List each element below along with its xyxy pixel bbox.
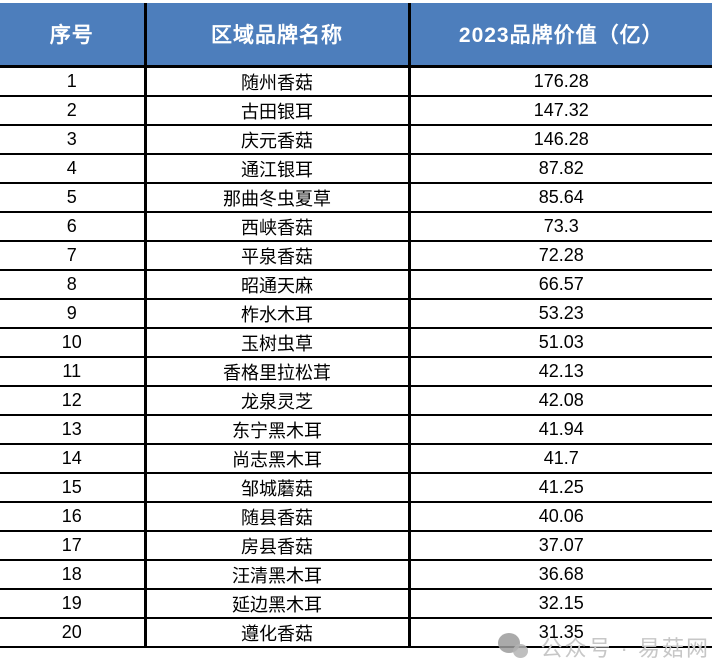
rank-cell: 13 (0, 415, 145, 445)
brand-name-cell: 尚志黑木耳 (143, 444, 409, 474)
table-row: 20 遵化香菇 31.35 (0, 618, 712, 648)
brand-name-cell: 那曲冬虫夏草 (143, 183, 409, 213)
brand-value-cell: 146.28 (407, 125, 712, 155)
brand-value-cell: 40.06 (407, 502, 712, 532)
table-header: 序号 区域品牌名称 2023品牌价值（亿） (0, 3, 712, 68)
rank-cell: 3 (0, 125, 145, 155)
rank-cell: 6 (0, 212, 145, 242)
table-row: 12 龙泉灵芝 42.08 (0, 386, 712, 416)
header-rank: 序号 (0, 3, 145, 68)
table-row: 14 尚志黑木耳 41.7 (0, 444, 712, 474)
brand-name-cell: 遵化香菇 (143, 618, 409, 648)
brand-name-cell: 柞水木耳 (143, 299, 409, 329)
brand-value-cell: 41.25 (407, 473, 712, 503)
brand-value-cell: 53.23 (407, 299, 712, 329)
table-row: 15 邹城蘑菇 41.25 (0, 473, 712, 503)
brand-value-cell: 42.08 (407, 386, 712, 416)
table-row: 10 玉树虫草 51.03 (0, 328, 712, 358)
brand-value-cell: 32.15 (407, 589, 712, 619)
brand-name-cell: 随州香菇 (143, 66, 409, 97)
table-row: 9 柞水木耳 53.23 (0, 299, 712, 329)
brand-value-cell: 72.28 (407, 241, 712, 271)
brand-value-cell: 85.64 (407, 183, 712, 213)
rank-cell: 5 (0, 183, 145, 213)
table-body: 1 随州香菇 176.28 2 古田银耳 147.32 3 庆元香菇 146.28 4 通江银耳 87… (0, 66, 712, 648)
rank-cell: 2 (0, 96, 145, 126)
brand-value-cell: 73.3 (407, 212, 712, 242)
table-row: 16 随县香菇 40.06 (0, 502, 712, 532)
table-row: 17 房县香菇 37.07 (0, 531, 712, 561)
header-brand-value: 2023品牌价值（亿） (407, 3, 712, 68)
brand-name-cell: 龙泉灵芝 (143, 386, 409, 416)
brand-name-cell: 平泉香菇 (143, 241, 409, 271)
rank-cell: 4 (0, 154, 145, 184)
rank-cell: 11 (0, 357, 145, 387)
brand-value-cell: 37.07 (407, 531, 712, 561)
table-row: 13 东宁黑木耳 41.94 (0, 415, 712, 445)
brand-value-cell: 36.68 (407, 560, 712, 590)
table-row: 5 那曲冬虫夏草 85.64 (0, 183, 712, 213)
brand-value-table: 序号 区域品牌名称 2023品牌价值（亿） 1 随州香菇 176.28 2 古田银耳 14… (0, 3, 712, 648)
brand-name-cell: 延边黑木耳 (143, 589, 409, 619)
brand-value-cell: 31.35 (407, 618, 712, 648)
header-row: 序号 区域品牌名称 2023品牌价值（亿） (0, 3, 712, 68)
brand-name-cell: 昭通天麻 (143, 270, 409, 300)
brand-name-cell: 古田银耳 (143, 96, 409, 126)
header-brand-name: 区域品牌名称 (143, 3, 409, 68)
rank-cell: 10 (0, 328, 145, 358)
brand-name-cell: 房县香菇 (143, 531, 409, 561)
table-row: 19 延边黑木耳 32.15 (0, 589, 712, 619)
brand-name-cell: 汪清黑木耳 (143, 560, 409, 590)
brand-name-cell: 庆元香菇 (143, 125, 409, 155)
brand-value-cell: 51.03 (407, 328, 712, 358)
brand-name-cell: 西峡香菇 (143, 212, 409, 242)
table-row: 6 西峡香菇 73.3 (0, 212, 712, 242)
brand-value-cell: 147.32 (407, 96, 712, 126)
brand-value-cell: 41.94 (407, 415, 712, 445)
rank-cell: 15 (0, 473, 145, 503)
brand-value-cell: 66.57 (407, 270, 712, 300)
brand-value-cell: 42.13 (407, 357, 712, 387)
brand-value-cell: 176.28 (407, 66, 712, 97)
rank-cell: 12 (0, 386, 145, 416)
table-row: 3 庆元香菇 146.28 (0, 125, 712, 155)
table-row: 8 昭通天麻 66.57 (0, 270, 712, 300)
brand-name-cell: 香格里拉松茸 (143, 357, 409, 387)
brand-name-cell: 玉树虫草 (143, 328, 409, 358)
brand-value-cell: 41.7 (407, 444, 712, 474)
table-row: 7 平泉香菇 72.28 (0, 241, 712, 271)
table-row: 4 通江银耳 87.82 (0, 154, 712, 184)
rank-cell: 1 (0, 66, 145, 97)
rank-cell: 9 (0, 299, 145, 329)
brand-name-cell: 通江银耳 (143, 154, 409, 184)
rank-cell: 17 (0, 531, 145, 561)
brand-value-cell: 87.82 (407, 154, 712, 184)
rank-cell: 16 (0, 502, 145, 532)
rank-cell: 19 (0, 589, 145, 619)
rank-cell: 8 (0, 270, 145, 300)
table-row: 11 香格里拉松茸 42.13 (0, 357, 712, 387)
rank-cell: 18 (0, 560, 145, 590)
rank-cell: 20 (0, 618, 145, 648)
table-row: 2 古田银耳 147.32 (0, 96, 712, 126)
brand-name-cell: 东宁黑木耳 (143, 415, 409, 445)
brand-name-cell: 随县香菇 (143, 502, 409, 532)
table-row: 18 汪清黑木耳 36.68 (0, 560, 712, 590)
rank-cell: 14 (0, 444, 145, 474)
brand-name-cell: 邹城蘑菇 (143, 473, 409, 503)
table-row: 1 随州香菇 176.28 (0, 66, 712, 97)
rank-cell: 7 (0, 241, 145, 271)
